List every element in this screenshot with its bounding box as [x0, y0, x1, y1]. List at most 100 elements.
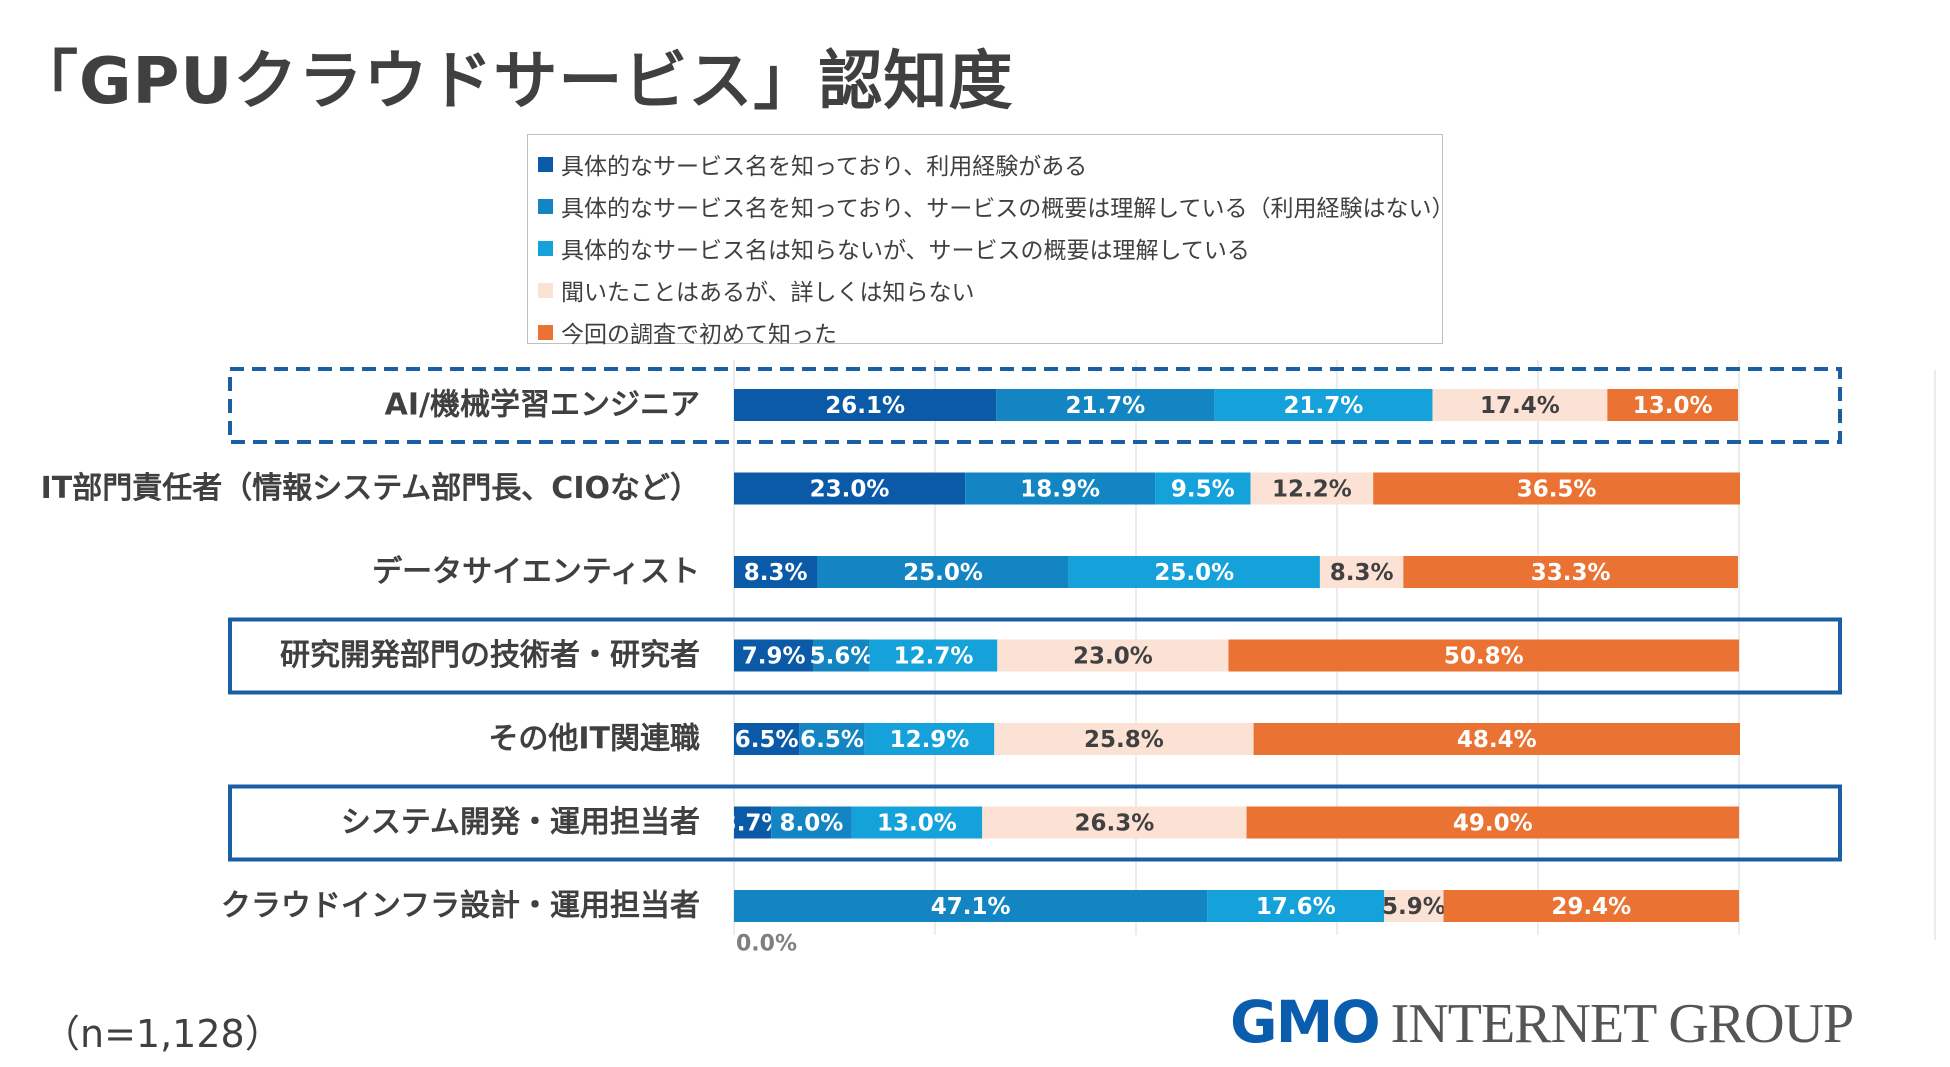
- bar-segment: [1155, 472, 1251, 505]
- legend-item: 具体的なサービス名を知っており、サービスの概要は理解している（利用経験はない）: [538, 191, 1455, 222]
- data-label: 6.5%: [800, 727, 864, 753]
- data-label: 8.3%: [1330, 560, 1394, 586]
- bar-segment: [1253, 723, 1741, 755]
- data-label: 25.8%: [1084, 727, 1164, 753]
- highlight-box: [228, 617, 1842, 695]
- data-label: 47.1%: [931, 894, 1011, 920]
- bar-segment: [734, 806, 772, 839]
- category-label: 研究開発部門の技術者・研究者: [280, 638, 700, 673]
- legend-item: 具体的なサービス名は知らないが、サービスの概要は理解している: [538, 233, 1250, 264]
- data-label: 8.0%: [779, 811, 843, 837]
- bar-segment: [734, 723, 800, 755]
- bar-segment: [996, 389, 1215, 421]
- data-label: 26.1%: [825, 393, 905, 419]
- data-label: 6.5%: [735, 727, 799, 753]
- bar-segment: [734, 890, 1208, 922]
- data-label: 8.3%: [744, 560, 808, 586]
- bar-segment: [771, 806, 852, 839]
- data-label: 13.0%: [877, 811, 957, 837]
- bar-segment: [1384, 890, 1444, 922]
- legend-swatch: [538, 240, 553, 256]
- bar-segment: [1250, 472, 1374, 505]
- bar-segment: [1432, 389, 1608, 421]
- bar-segment: [864, 723, 995, 755]
- data-label: 7.9%: [742, 644, 806, 670]
- logo-mark: GMO: [1230, 988, 1381, 1056]
- bar-segment: [734, 389, 997, 421]
- gmo-internet-group-logo: GMO INTERNET GROUP: [1230, 988, 1855, 1056]
- page-title: 「GPUクラウドサービス」認知度: [14, 45, 1014, 119]
- bar-segment: [813, 639, 870, 672]
- category-label: データサイエンティスト: [372, 555, 700, 590]
- data-label: 13.0%: [1633, 393, 1713, 419]
- data-label: 29.4%: [1551, 894, 1631, 920]
- legend-label: 具体的なサービス名は知らないが、サービスの概要は理解している: [561, 238, 1250, 264]
- bar-segment: [1607, 389, 1738, 421]
- legend-label: 今回の調査で初めて知った: [561, 322, 837, 348]
- data-label: 12.7%: [894, 644, 974, 670]
- data-label: 26.3%: [1074, 811, 1154, 837]
- bar-segment: [1403, 556, 1738, 588]
- category-label: IT部門責任者（情報システム部門長、CIOなど）: [41, 471, 700, 506]
- bar-segment: [1246, 806, 1739, 839]
- bar-segment: [1207, 890, 1385, 922]
- data-label: 25.0%: [903, 560, 983, 586]
- legend-swatch: [538, 156, 553, 172]
- legend-item: 具体的なサービス名を知っており、利用経験がある: [538, 149, 1088, 180]
- data-label: 23.0%: [1073, 644, 1153, 670]
- data-label: 17.6%: [1256, 894, 1336, 920]
- bar-segment: [1214, 389, 1433, 421]
- data-label: 5.9%: [1382, 894, 1446, 920]
- bar-segment: [997, 639, 1229, 672]
- data-label: 17.4%: [1480, 393, 1560, 419]
- bar-segment: [817, 556, 1069, 588]
- data-label: 9.5%: [1171, 477, 1235, 503]
- bar-segment: [799, 723, 865, 755]
- data-label: 33.3%: [1531, 560, 1611, 586]
- category-label: クラウドインフラ設計・運用担当者: [221, 889, 700, 924]
- logo-text: INTERNET GROUP: [1390, 993, 1855, 1055]
- bar-segment: [1068, 556, 1320, 588]
- sample-size-note: （n=1,128）: [42, 1012, 283, 1056]
- bar-segment: [1443, 890, 1739, 922]
- data-label: 12.9%: [890, 727, 970, 753]
- legend-label: 具体的なサービス名を知っており、利用経験がある: [561, 154, 1088, 180]
- bar-segment: [734, 556, 818, 588]
- bar-segment: [1319, 556, 1404, 588]
- data-label: 50.8%: [1444, 644, 1524, 670]
- highlight-box-dashed: [228, 367, 1842, 444]
- legend-item: 今回の調査で初めて知った: [538, 317, 837, 348]
- legend-label: 具体的なサービス名を知っており、サービスの概要は理解している（利用経験はない）: [561, 196, 1455, 222]
- bar-segment: [734, 472, 966, 505]
- bar-segment: [994, 723, 1254, 755]
- category-label: AI/機械学習エンジニア: [385, 388, 700, 423]
- data-label: 49.0%: [1453, 811, 1533, 837]
- category-label: その他IT関連職: [488, 722, 700, 757]
- data-label: 12.2%: [1272, 477, 1352, 503]
- category-label: システム開発・運用担当者: [341, 805, 700, 840]
- data-label: 21.7%: [1065, 393, 1145, 419]
- x-tick-label: 0.0%: [736, 932, 797, 957]
- bar-segment: [1373, 472, 1741, 505]
- legend-swatch: [538, 198, 553, 214]
- data-label: 25.0%: [1154, 560, 1234, 586]
- legend-label: 聞いたことはあるが、詳しくは知らない: [561, 280, 975, 306]
- highlight-box: [228, 784, 1842, 862]
- data-label: 23.0%: [810, 477, 890, 503]
- data-label: 48.4%: [1457, 727, 1537, 753]
- legend-swatch: [538, 324, 553, 340]
- data-label: 36.5%: [1517, 477, 1597, 503]
- legend-item: 聞いたことはあるが、詳しくは知らない: [538, 275, 975, 306]
- chart-legend: 具体的なサービス名を知っており、利用経験がある具体的なサービス名を知っており、サ…: [527, 134, 1455, 348]
- data-label: 5.6%: [810, 644, 874, 670]
- data-label: 18.9%: [1020, 477, 1100, 503]
- bar-segment: [869, 639, 998, 672]
- bar-segment: [965, 472, 1156, 505]
- stacked-bar-chart: AI/機械学習エンジニア 26.1% 21.7% 21.7% 17.4% 13.0% IT部…: [41, 360, 1936, 957]
- bar-segment: [982, 806, 1247, 839]
- bar-segment: [1228, 639, 1739, 672]
- legend-swatch: [538, 282, 553, 298]
- bar-segment: [734, 639, 814, 672]
- bar-segment: [851, 806, 983, 839]
- data-label: 21.7%: [1284, 393, 1364, 419]
